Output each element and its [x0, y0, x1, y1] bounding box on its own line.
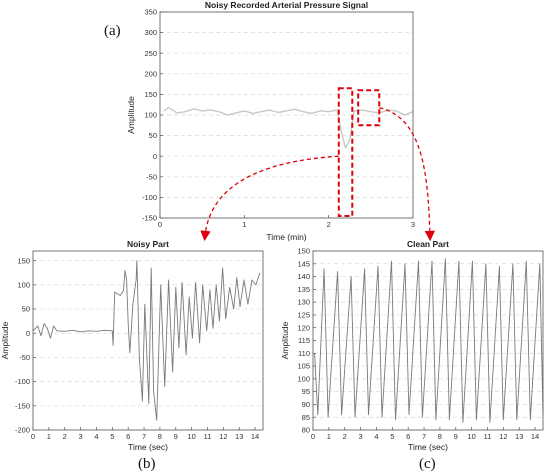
x-tick-label: 1 [242, 220, 246, 229]
connector-clean [379, 107, 436, 242]
y-tick-label: 350 [144, 8, 157, 17]
x-tick-label: 9 [174, 432, 178, 441]
panel-label-a: (a) [104, 23, 121, 39]
y-tick-label: 85 [302, 413, 310, 422]
zoom-connectors [200, 107, 436, 242]
y-axis-label: Amplitude [126, 96, 136, 134]
series-line [32, 260, 261, 421]
y-tick-label: 140 [297, 272, 310, 281]
x-tick-label: 2 [63, 432, 67, 441]
x-tick-label: 4 [374, 432, 378, 441]
y-tick-label: -100 [15, 377, 30, 386]
chart-title: Clean Part [407, 239, 449, 249]
x-tick-label: 14 [531, 432, 539, 441]
y-tick-label: 0 [153, 152, 157, 161]
y-tick-label: 130 [297, 298, 310, 307]
series-line [163, 106, 414, 149]
highlight-box [337, 87, 354, 217]
y-tick-label: 105 [297, 362, 310, 371]
x-tick-label: 9 [454, 432, 458, 441]
y-tick-label: 100 [17, 280, 30, 289]
axes-frame [159, 11, 414, 219]
x-tick-label: 4 [94, 432, 98, 441]
x-tick-label: 0 [31, 432, 35, 441]
x-tick-label: 8 [438, 432, 442, 441]
x-tick-label: 0 [158, 220, 162, 229]
x-tick-label: 5 [390, 432, 394, 441]
y-axis-label: Amplitude [0, 321, 10, 359]
x-tick-label: 3 [411, 220, 415, 229]
y-tick-label: 150 [297, 247, 310, 256]
y-tick-label: 50 [149, 131, 157, 140]
chart-c-clean-part: 8085909510010511011512012513013514014515… [280, 239, 544, 452]
x-tick-label: 6 [126, 432, 130, 441]
y-tick-label: 120 [297, 323, 310, 332]
x-tick-label: 2 [327, 220, 331, 229]
y-tick-label: 110 [298, 349, 310, 358]
y-tick-label: 125 [297, 311, 310, 320]
x-tick-label: 11 [204, 432, 212, 441]
y-tick-label: 100 [144, 111, 157, 120]
chart-title: Noisy Recorded Arterial Pressure Signal [205, 0, 368, 10]
series-line [314, 258, 544, 423]
y-tick-label: 100 [297, 374, 310, 383]
y-tick-label: 145 [297, 259, 310, 268]
y-tick-label: 50 [22, 305, 30, 314]
y-axis-label: Amplitude [280, 321, 290, 359]
connector-noisy [200, 155, 339, 242]
x-tick-label: 3 [79, 432, 83, 441]
highlight-box [357, 89, 381, 127]
x-tick-label: 0 [311, 432, 315, 441]
x-tick-label: 11 [484, 432, 492, 441]
y-tick-label: 300 [144, 28, 157, 37]
y-tick-label: 95 [302, 387, 310, 396]
x-tick-label: 5 [110, 432, 114, 441]
x-tick-label: 13 [515, 432, 523, 441]
x-axis-label: Time (min) [266, 232, 306, 242]
axes-frame [32, 250, 264, 431]
x-tick-label: 14 [251, 432, 259, 441]
x-tick-label: 6 [406, 432, 410, 441]
x-tick-label: 10 [467, 432, 475, 441]
x-tick-label: 12 [219, 432, 227, 441]
x-tick-label: 3 [359, 432, 363, 441]
x-tick-label: 8 [158, 432, 162, 441]
y-tick-label: -150 [15, 401, 30, 410]
y-tick-label: 115 [298, 336, 310, 345]
y-tick-label: -200 [15, 426, 30, 435]
y-tick-label: 150 [17, 256, 30, 265]
y-tick-label: -50 [146, 172, 157, 181]
panel-label-b: (b) [138, 456, 156, 472]
panel-label-c: (c) [419, 456, 436, 472]
y-tick-label: 200 [144, 69, 157, 78]
x-tick-label: 1 [47, 432, 51, 441]
x-tick-label: 13 [235, 432, 243, 441]
y-tick-label: 150 [144, 90, 157, 99]
x-tick-label: 7 [142, 432, 146, 441]
x-tick-label: 10 [187, 432, 195, 441]
x-tick-label: 2 [343, 432, 347, 441]
y-tick-label: 80 [302, 426, 310, 435]
plot-area [33, 251, 263, 430]
x-axis-label: Time (sec) [408, 442, 448, 452]
x-tick-label: 7 [422, 432, 426, 441]
chart-a-arterial-pressure: -150 -100 -50 0 50 100 150 200 250 300 350 0 1 2 3 Nois… [126, 0, 415, 242]
y-tick-label: 0 [26, 329, 30, 338]
axes-frame [312, 250, 544, 431]
y-tick-label: -150 [142, 214, 157, 223]
x-axis-label: Time (sec) [128, 442, 168, 452]
y-tick-label: 90 [302, 400, 310, 409]
y-tick-label: 135 [297, 285, 310, 294]
x-tick-label: 12 [499, 432, 507, 441]
chart-title: Noisy Part [127, 239, 169, 249]
y-tick-label: 250 [144, 49, 157, 58]
x-tick-label: 1 [327, 432, 331, 441]
y-tick-label: -100 [142, 193, 157, 202]
y-tick-label: -50 [19, 353, 30, 362]
